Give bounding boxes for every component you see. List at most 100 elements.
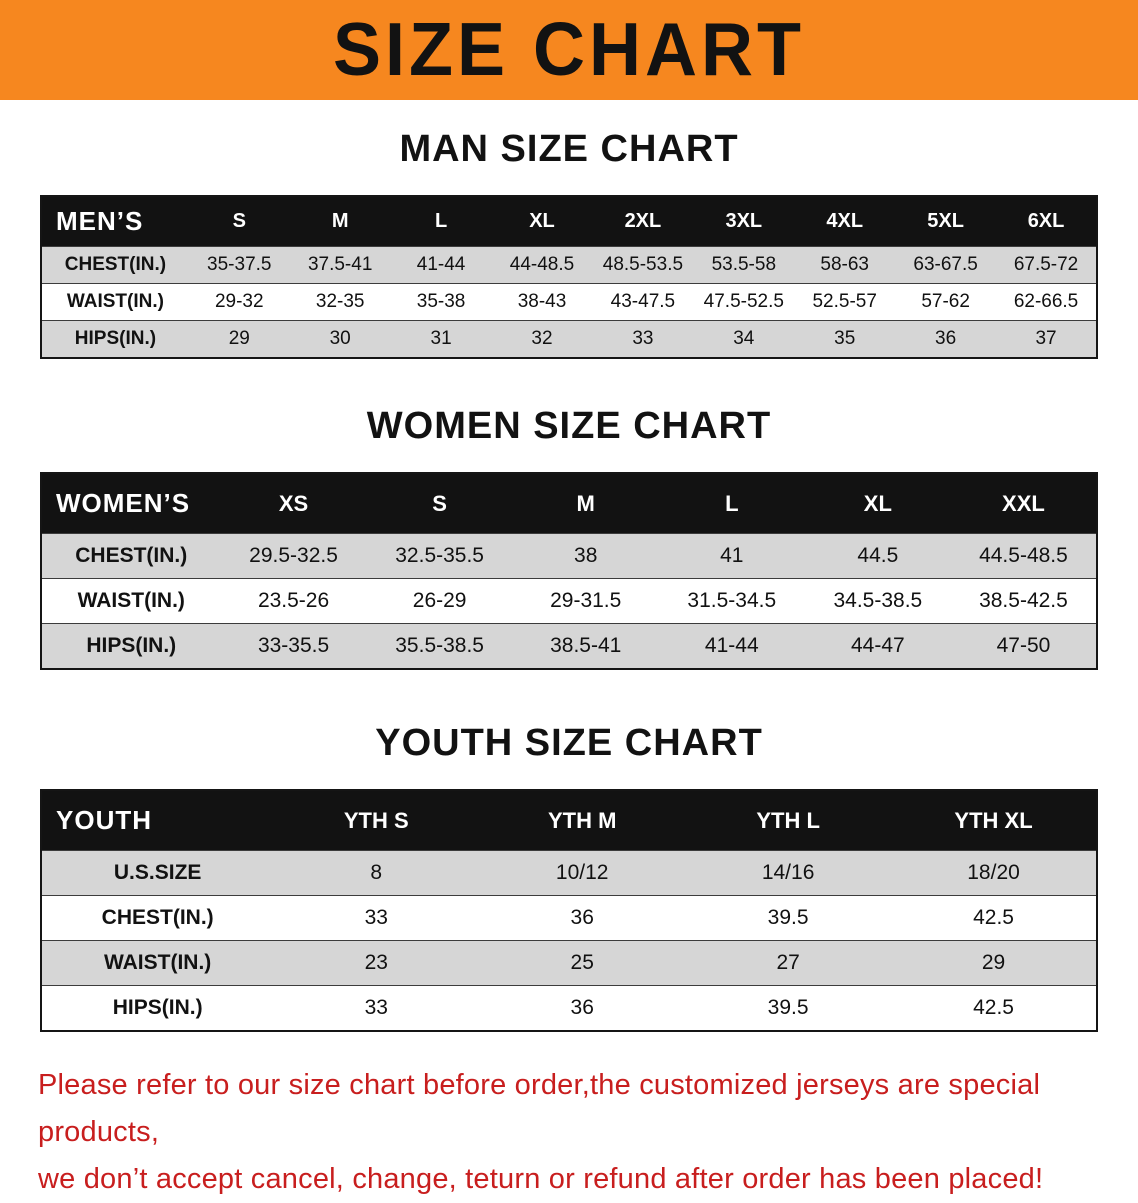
title-banner: SIZE CHART: [0, 0, 1138, 100]
measurement-value-cell: 35.5-38.5: [395, 634, 484, 657]
measurement-value-cell: 33-35.5: [257, 634, 330, 657]
measurement-value-cell: 38: [574, 544, 598, 567]
measurement-value-cell: 25: [570, 951, 594, 974]
size-header-cell: 6XL: [996, 196, 1097, 247]
size-header-cell: XL: [491, 196, 593, 247]
measurement-value-cell: 38.5-41: [550, 634, 622, 657]
measurement-value-cell: 63-67.5: [913, 254, 978, 275]
size-header-cell: S: [188, 196, 290, 247]
measurement-value-cell: 30: [329, 328, 351, 349]
measurement-value-cell: 18/20: [967, 861, 1020, 884]
table-row: HIPS(IN.) 33 36 39.5 42.5: [41, 985, 1097, 1031]
measurement-label-cell: HIPS(IN.): [86, 634, 177, 657]
youth-size-table: YOUTH YTH S YTH M YTH L YTH XL U.S.SIZE 8 10/12…: [40, 789, 1098, 1032]
measurement-label-cell: CHEST(IN.): [101, 906, 214, 929]
table-header-row: YOUTH YTH S YTH M YTH L YTH XL: [41, 790, 1097, 851]
size-header-cell: L: [658, 473, 805, 534]
table-title-cell: MEN’S: [41, 196, 189, 247]
size-header-cell: M: [512, 473, 659, 534]
youth-size-section: YOUTH SIZE CHART YOUTH YTH S YTH M YTH L YTH…: [0, 722, 1138, 1032]
measurement-value-cell: 48.5-53.5: [602, 254, 684, 275]
table-row: HIPS(IN.) 29 30 31 32 33 34 35 36 37: [41, 320, 1097, 358]
measurement-value-cell: 53.5-58: [711, 254, 777, 275]
size-header-cell: L: [390, 196, 492, 247]
size-header-cell: XS: [220, 473, 367, 534]
measurement-value-cell: 39.5: [767, 906, 809, 929]
measurement-value-cell: 44.5-48.5: [979, 544, 1068, 567]
table-row: U.S.SIZE 8 10/12 14/16 18/20: [41, 850, 1097, 896]
measurement-value-cell: 34: [733, 328, 755, 349]
size-header-cell: 4XL: [794, 196, 896, 247]
measurement-value-cell: 44.5: [857, 544, 899, 567]
measurement-label-cell: U.S.SIZE: [113, 861, 202, 884]
measurement-label-cell: HIPS(IN.): [74, 328, 157, 349]
measurement-value-cell: 29: [228, 328, 250, 349]
youth-section-heading: YOUTH SIZE CHART: [375, 722, 763, 764]
measurement-value-cell: 26-29: [412, 589, 467, 612]
disclaimer: Please refer to our size chart before or…: [38, 1062, 1100, 1203]
women-section-heading: WOMEN SIZE CHART: [366, 405, 772, 447]
measurement-value-cell: 33: [364, 906, 388, 929]
table-row: HIPS(IN.) 33-35.5 35.5-38.5 38.5-41 41-44 44-…: [41, 623, 1097, 669]
measurement-value-cell: 42.5: [973, 996, 1014, 1019]
men-size-table: MEN’S S M L XL 2XL 3XL 4XL 5XL 6XL CHEST(IN.) 35-37…: [40, 195, 1098, 359]
measurement-value-cell: 8: [370, 861, 383, 884]
size-header-cell: YTH L: [685, 790, 892, 851]
measurement-label-cell: WAIST(IN.): [66, 291, 164, 312]
measurement-value-cell: 23: [364, 951, 388, 974]
measurement-value-cell: 57-62: [921, 291, 970, 312]
measurement-value-cell: 37: [1035, 328, 1057, 349]
measurement-value-cell: 27: [776, 951, 800, 974]
size-header-cell: XXL: [950, 473, 1097, 534]
measurement-value-cell: 41-44: [416, 254, 466, 275]
size-header-cell: 2XL: [592, 196, 694, 247]
table-row: CHEST(IN.) 29.5-32.5 32.5-35.5 38 41 44.5 44.5…: [41, 533, 1097, 579]
size-header-cell: 3XL: [693, 196, 795, 247]
measurement-value-cell: 34.5-38.5: [833, 589, 923, 612]
table-row: CHEST(IN.) 35-37.5 37.5-41 41-44 44-48.5 48.5…: [41, 246, 1097, 284]
measurement-label-cell: WAIST(IN.): [103, 951, 212, 974]
measurement-value-cell: 37.5-41: [307, 254, 373, 275]
men-size-section: MAN SIZE CHART MEN’S S M L XL 2XL 3XL 4XL 5XL 6XL…: [0, 128, 1138, 359]
measurement-value-cell: 47.5-52.5: [703, 291, 784, 312]
measurement-value-cell: 36: [570, 906, 594, 929]
measurement-value-cell: 58-63: [820, 254, 870, 275]
measurement-value-cell: 23.5-26: [257, 589, 330, 612]
size-header-cell: YTH XL: [891, 790, 1097, 851]
measurement-value-cell: 35-37.5: [207, 254, 272, 275]
measurement-value-cell: 36: [570, 996, 594, 1019]
measurement-value-cell: 32-35: [315, 291, 365, 312]
measurement-value-cell: 29: [981, 951, 1006, 974]
measurement-value-cell: 39.5: [767, 996, 809, 1019]
measurement-value-cell: 41-44: [704, 634, 759, 657]
measurement-value-cell: 33: [632, 328, 654, 349]
disclaimer-line-2: we don’t accept cancel, change, teturn o…: [38, 1162, 1044, 1195]
table-row: WAIST(IN.) 23 25 27 29: [41, 940, 1097, 986]
size-header-cell: YTH M: [479, 790, 686, 851]
men-section-heading: MAN SIZE CHART: [399, 128, 739, 170]
table-title-cell: YOUTH: [41, 790, 274, 851]
measurement-label-cell: CHEST(IN.): [64, 254, 167, 275]
size-header-cell: XL: [804, 473, 951, 534]
measurement-value-cell: 38.5-42.5: [979, 589, 1068, 612]
table-row: CHEST(IN.) 33 36 39.5 42.5: [41, 895, 1097, 941]
measurement-value-cell: 29-32: [214, 291, 264, 312]
measurement-value-cell: 52.5-57: [812, 291, 877, 312]
measurement-value-cell: 44-48.5: [509, 254, 575, 275]
table-header-row: WOMEN’S XS S M L XL XXL: [41, 473, 1097, 534]
measurement-value-cell: 32: [531, 328, 553, 349]
measurement-value-cell: 29.5-32.5: [249, 544, 338, 567]
measurement-label-cell: WAIST(IN.): [77, 589, 185, 612]
measurement-value-cell: 41: [720, 544, 744, 567]
measurement-value-cell: 47-50: [996, 634, 1051, 657]
page-title: SIZE CHART: [333, 8, 805, 93]
disclaimer-line-1: Please refer to our size chart before or…: [38, 1069, 1041, 1148]
measurement-label-cell: HIPS(IN.): [112, 996, 203, 1019]
women-size-section: WOMEN SIZE CHART WOMEN’S XS S M L XL XXL CHEST(…: [0, 405, 1138, 670]
table-title-cell: WOMEN’S: [41, 473, 221, 534]
size-header-cell: M: [289, 196, 391, 247]
measurement-value-cell: 35: [834, 328, 856, 349]
measurement-value-cell: 32.5-35.5: [395, 544, 484, 567]
measurement-label-cell: CHEST(IN.): [75, 544, 188, 567]
